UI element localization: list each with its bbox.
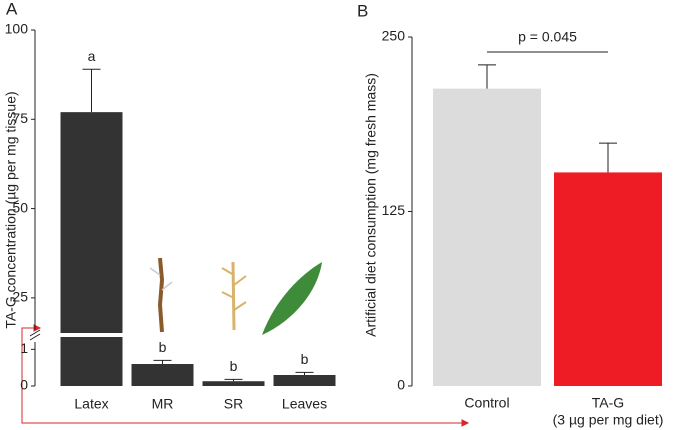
- x-tick-label: Control: [464, 395, 509, 411]
- significance-letter: b: [159, 339, 167, 355]
- significance-letter: a: [88, 48, 96, 64]
- x-tick-label: TA-G: [592, 395, 624, 411]
- category-note: (3 µg per mg diet): [553, 412, 664, 428]
- panel-label: B: [357, 1, 368, 20]
- y-axis-label: Artificial diet consumption (mg fresh ma…: [363, 73, 379, 337]
- root-image: [221, 261, 247, 331]
- y-tick-label: 0: [397, 377, 405, 393]
- y-tick-label: 50: [12, 199, 28, 215]
- x-tick-label: SR: [224, 396, 243, 412]
- bar: [433, 88, 541, 386]
- y-tick-label: 250: [382, 28, 406, 44]
- x-tick-label: Leaves: [282, 396, 327, 412]
- bar-break: [59, 333, 124, 337]
- axis-break: [29, 329, 41, 341]
- significance-letter: b: [301, 351, 309, 367]
- plot: 0 1 25 50 75 100 a Latex b MR b SR b Leaves: [5, 21, 336, 412]
- y-tick-label: 0: [20, 377, 28, 393]
- y-axis-label: TA-G concentration (µg per mg tissue): [3, 91, 19, 328]
- bar: [273, 375, 336, 386]
- x-tick-label: MR: [152, 396, 174, 412]
- arrow: [21, 324, 470, 427]
- bar: [554, 172, 662, 386]
- significance-letter: b: [230, 358, 238, 374]
- y-tick-label: 25: [12, 289, 28, 305]
- panel-label: A: [6, 0, 18, 18]
- bar: [202, 381, 265, 386]
- y-tick-label: 100: [5, 21, 29, 37]
- y-tick-label: 1: [20, 340, 28, 356]
- y-tick-label: 125: [382, 202, 406, 218]
- bar: [131, 364, 194, 386]
- leaf-image: [262, 262, 322, 335]
- x-tick-label: Latex: [74, 396, 108, 412]
- bar: [60, 112, 123, 387]
- plot: 0 125 250 Control TA-G(3 µg per mg diet) p = …: [382, 28, 664, 428]
- y-tick-label: 75: [12, 110, 28, 126]
- p-value: p = 0.045: [518, 29, 577, 45]
- root-image: [149, 257, 173, 333]
